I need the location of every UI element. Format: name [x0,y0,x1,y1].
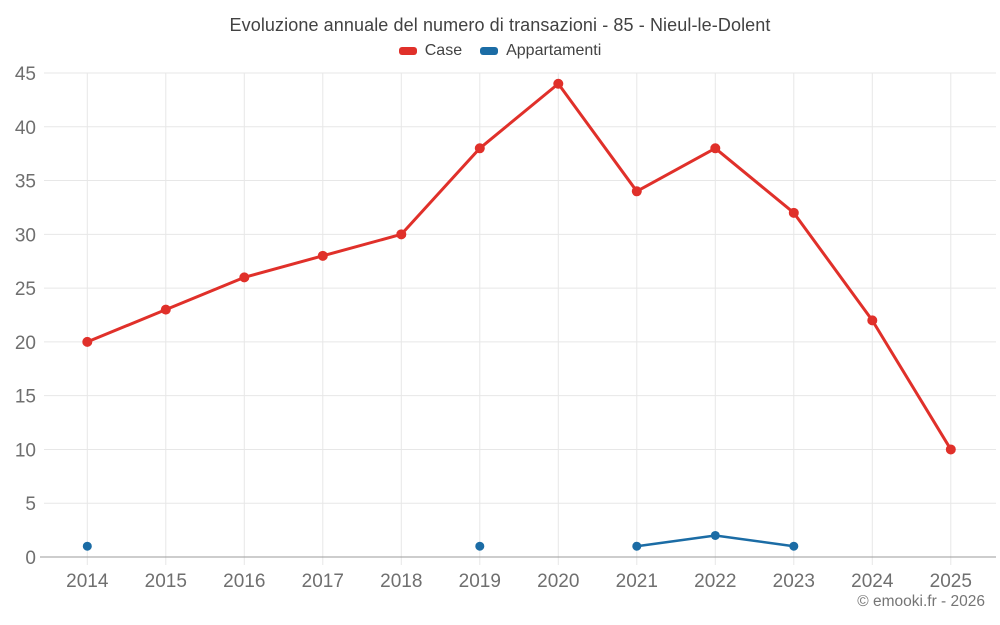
y-tick-label: 40 [15,118,36,139]
x-tick-label: 2017 [302,571,344,592]
case-data-point[interactable] [553,78,564,89]
case-data-point[interactable] [710,143,721,154]
case-data-point[interactable] [945,444,956,455]
x-tick-label: 2015 [145,571,187,592]
appartamenti-data-point[interactable] [82,541,92,551]
y-tick-label: 0 [25,548,36,569]
x-tick-label: 2018 [380,571,422,592]
case-series-line [85,82,953,451]
y-tick-label: 20 [15,333,36,354]
x-tick-label: 2019 [459,571,501,592]
y-tick-label: 5 [25,494,36,515]
case-data-point[interactable] [474,143,485,154]
appartamenti-data-point[interactable] [632,541,642,551]
legend-label-case: Case [424,42,463,59]
legend-item-case[interactable]: Case [398,42,463,60]
case-data-point[interactable] [82,336,93,347]
y-tick-label: 25 [15,279,36,300]
legend-label-appartamenti: Appartamenti [506,42,602,59]
appartamenti-data-point[interactable] [710,530,720,540]
y-tick-label: 15 [15,387,36,408]
x-tick-label: 2021 [616,571,658,592]
x-tick-label: 2020 [537,571,579,592]
appartamenti-data-point[interactable] [475,541,485,551]
case-data-point[interactable] [788,207,799,218]
case-data-point[interactable] [317,250,328,261]
case-data-point[interactable] [867,315,878,326]
x-tick-label: 2025 [930,571,972,592]
x-tick-label: 2024 [851,571,894,592]
y-tick-label: 35 [15,172,36,193]
legend-item-appartamenti[interactable]: Appartamenti [480,42,601,60]
copyright-text: © emooki.fr - 2026 [857,593,985,610]
case-series-swatch-icon [398,47,417,55]
y-tick-label: 30 [15,225,36,246]
x-tick-label: 2023 [773,571,815,592]
x-tick-label: 2016 [223,571,265,592]
appartamenti-data-point[interactable] [789,541,799,551]
case-data-point[interactable] [239,272,250,283]
case-data-point[interactable] [160,304,171,315]
x-tick-label: 2014 [66,571,109,592]
y-tick-label: 10 [15,440,36,461]
case-data-point[interactable] [631,186,642,197]
case-data-point[interactable] [396,229,407,240]
chart-title: Evoluzione annuale del numero di transaz… [229,15,771,35]
x-tick-label: 2022 [694,571,736,592]
appartamenti-series-swatch-icon [480,47,499,55]
chart-legend: Case Appartamenti [0,42,1000,60]
y-tick-label: 45 [15,64,36,85]
